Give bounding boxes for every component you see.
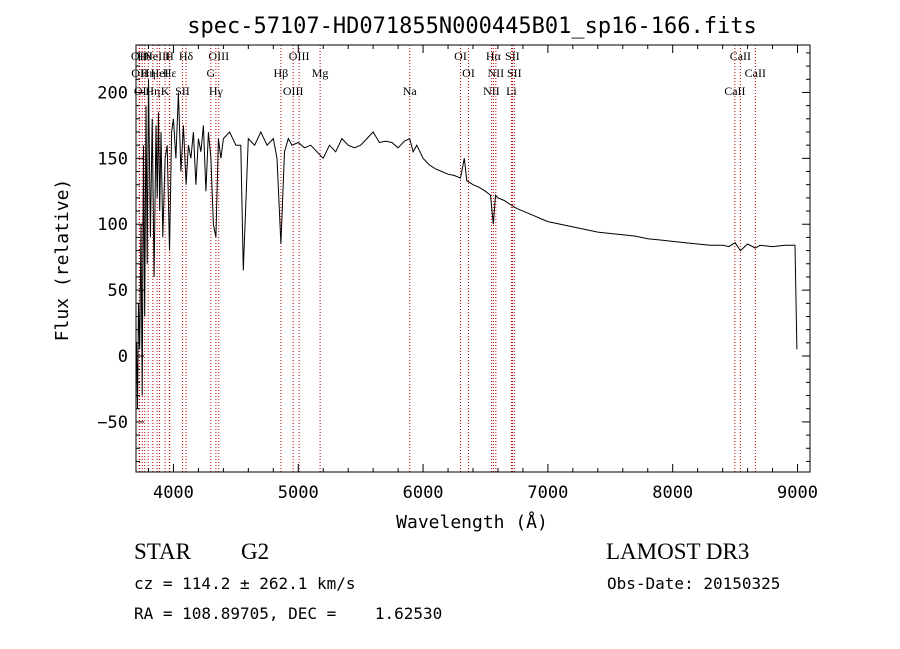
- x-tick-label: 7000: [527, 483, 568, 503]
- y-tick-label: −50: [97, 413, 128, 433]
- x-tick-label: 4000: [153, 483, 194, 503]
- line-label: OI: [454, 49, 467, 63]
- axis-ticks: 4000 5000 6000 7000 8000 9000 −50 0 50 100 150 200: [97, 45, 818, 503]
- y-axis-label: Flux (relative): [52, 179, 73, 342]
- spectral-subclass: G2: [241, 539, 270, 564]
- spectral-line-markers: [138, 45, 756, 472]
- line-label: HeI: [151, 66, 169, 80]
- y-tick-label: 50: [108, 281, 128, 301]
- line-label: Hβ: [274, 66, 289, 80]
- x-tick-label: 6000: [403, 483, 444, 503]
- y-tick-label: 100: [97, 215, 128, 235]
- line-label: CaII: [730, 49, 751, 63]
- line-label: OI: [462, 66, 475, 80]
- x-tick-label: 5000: [278, 483, 319, 503]
- y-tick-label: 0: [118, 347, 128, 367]
- line-label: Hη: [141, 66, 156, 80]
- line-label: NII: [488, 66, 505, 80]
- line-label: SII: [507, 66, 522, 80]
- line-label: NeIII: [144, 49, 170, 63]
- line-label: OIII: [283, 84, 304, 98]
- spectrum-line: [136, 79, 798, 409]
- line-label: OII: [131, 49, 148, 63]
- spectral-line-labels: OIIOIIOIIHθHηHηNeIIIHeIKHHεSIIHδGHγOIIIH…: [131, 49, 766, 98]
- line-label: Hε: [163, 66, 177, 80]
- observation-date: Obs-Date: 20150325: [607, 574, 781, 593]
- line-label: OII: [134, 84, 151, 98]
- line-label: SII: [175, 84, 190, 98]
- line-label: SII: [505, 49, 520, 63]
- line-label: Hδ: [179, 49, 194, 63]
- x-tick-label: 8000: [652, 483, 693, 503]
- redshift-value: cz = 114.2 ± 262.1 km/s: [134, 574, 356, 593]
- plot-frame: [135, 44, 811, 473]
- line-label: CaII: [724, 84, 745, 98]
- line-label: Na: [403, 84, 418, 98]
- line-label: Hα: [486, 49, 502, 63]
- line-label: Hγ: [209, 84, 224, 98]
- x-tick-label: 9000: [777, 483, 818, 503]
- line-label: Hθ: [138, 49, 153, 63]
- line-label: CaII: [745, 66, 766, 80]
- line-label: OIII: [289, 49, 310, 63]
- y-tick-label: 200: [97, 83, 128, 103]
- survey-name: LAMOST DR3: [606, 539, 750, 564]
- object-type: STAR: [134, 539, 191, 564]
- line-label: Hη: [145, 84, 160, 98]
- chart-title: spec-57107-HD071855N000445B01_sp16-166.f…: [187, 14, 757, 39]
- line-label: OII: [131, 66, 148, 80]
- line-label: NII: [483, 84, 500, 98]
- coordinates: RA = 108.89705, DEC = 1.62530: [134, 604, 443, 623]
- y-tick-label: 150: [97, 149, 128, 169]
- line-label: Li: [506, 84, 517, 98]
- line-label: Mg: [312, 66, 329, 80]
- line-label: H: [165, 49, 174, 63]
- line-label: G: [207, 66, 216, 80]
- line-label: K: [161, 84, 170, 98]
- line-label: OIII: [208, 49, 229, 63]
- x-axis-label: Wavelength (Å): [396, 511, 548, 533]
